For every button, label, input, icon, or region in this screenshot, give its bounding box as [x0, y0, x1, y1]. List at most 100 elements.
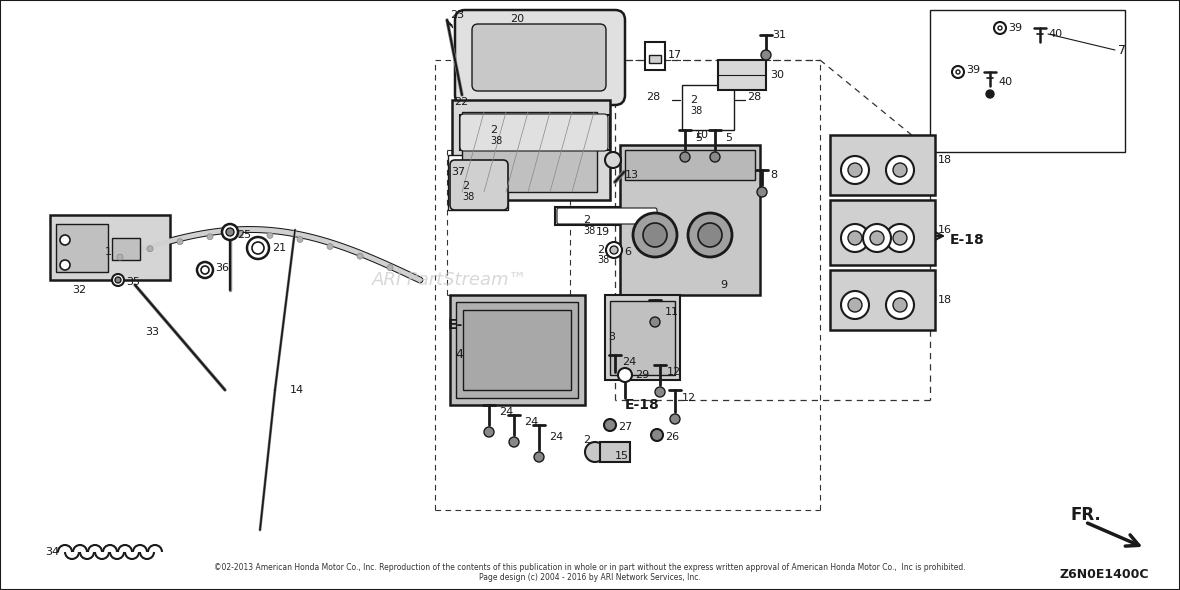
Text: 2: 2	[583, 435, 590, 445]
Circle shape	[651, 429, 663, 441]
Bar	[830, 135, 935, 195]
Bar	[448, 155, 509, 210]
Text: 24: 24	[524, 417, 538, 427]
Text: 5: 5	[695, 133, 702, 143]
Text: Page design (c) 2004 - 2016 by ARI Network Services, Inc.: Page design (c) 2004 - 2016 by ARI Netwo…	[479, 573, 701, 582]
Circle shape	[994, 22, 1007, 34]
Text: 37: 37	[451, 167, 465, 177]
Text: 24: 24	[622, 357, 636, 367]
Text: 30: 30	[771, 70, 784, 80]
Circle shape	[632, 213, 677, 257]
Circle shape	[998, 26, 1002, 30]
Circle shape	[114, 277, 122, 283]
Circle shape	[206, 234, 214, 240]
Text: 7: 7	[1117, 44, 1126, 57]
Text: 35: 35	[126, 277, 140, 287]
Text: 38: 38	[490, 136, 503, 146]
Circle shape	[607, 242, 622, 258]
Text: 23: 23	[450, 10, 464, 20]
Circle shape	[688, 213, 732, 257]
Circle shape	[618, 368, 632, 382]
Circle shape	[863, 224, 891, 252]
Circle shape	[227, 228, 234, 236]
Circle shape	[893, 231, 907, 245]
Circle shape	[848, 163, 863, 177]
Text: 34: 34	[45, 547, 59, 557]
Text: 2: 2	[583, 215, 590, 225]
Text: ©02-2013 American Honda Motor Co., Inc. Reproduction of the contents of this pub: ©02-2013 American Honda Motor Co., Inc. …	[215, 563, 965, 572]
Text: 39: 39	[1008, 23, 1022, 33]
Bar	[455, 302, 578, 398]
Text: 12: 12	[667, 367, 681, 377]
Text: 18: 18	[938, 155, 952, 165]
Text: 2: 2	[597, 245, 604, 255]
Bar	[930, 10, 1125, 152]
Text: 31: 31	[772, 30, 786, 40]
Circle shape	[253, 242, 264, 254]
FancyBboxPatch shape	[472, 24, 607, 91]
Circle shape	[893, 298, 907, 312]
Circle shape	[484, 427, 494, 437]
Bar	[452, 100, 610, 200]
Circle shape	[60, 235, 70, 245]
Circle shape	[117, 254, 123, 260]
Text: 39: 39	[966, 65, 981, 75]
Circle shape	[643, 223, 667, 247]
Circle shape	[267, 232, 273, 238]
Bar	[460, 115, 610, 150]
Circle shape	[886, 291, 914, 319]
Text: 26: 26	[666, 432, 680, 442]
FancyBboxPatch shape	[557, 208, 657, 224]
Text: 38: 38	[597, 255, 609, 265]
Bar	[620, 145, 760, 295]
Circle shape	[870, 231, 884, 245]
Text: 10: 10	[695, 130, 709, 140]
Circle shape	[952, 66, 964, 78]
Circle shape	[605, 152, 621, 168]
Text: E-18: E-18	[950, 233, 985, 247]
Text: 1: 1	[105, 247, 112, 257]
Circle shape	[848, 231, 863, 245]
Circle shape	[710, 152, 720, 162]
Circle shape	[201, 266, 209, 274]
Bar	[645, 42, 666, 70]
Bar	[463, 310, 571, 390]
Circle shape	[655, 387, 666, 397]
Circle shape	[986, 90, 994, 98]
Circle shape	[761, 50, 771, 60]
Bar	[625, 150, 755, 180]
Bar	[450, 295, 585, 405]
Circle shape	[197, 262, 214, 278]
Bar	[50, 215, 170, 280]
Text: 28: 28	[747, 92, 761, 102]
Circle shape	[893, 163, 907, 177]
Circle shape	[841, 156, 868, 184]
Text: 9: 9	[720, 280, 727, 290]
Text: 25: 25	[237, 230, 251, 240]
FancyBboxPatch shape	[455, 10, 625, 105]
Text: 33: 33	[145, 327, 159, 337]
Bar	[463, 112, 597, 192]
Bar	[649, 55, 661, 63]
Circle shape	[358, 253, 363, 259]
Text: 32: 32	[72, 285, 86, 295]
Circle shape	[848, 298, 863, 312]
Text: 8: 8	[771, 170, 778, 180]
Text: 2: 2	[490, 125, 497, 135]
Circle shape	[585, 442, 605, 462]
Circle shape	[956, 70, 961, 74]
Text: 11: 11	[666, 307, 678, 317]
Circle shape	[247, 237, 269, 259]
Circle shape	[327, 244, 333, 250]
FancyBboxPatch shape	[450, 160, 509, 210]
Text: 14: 14	[290, 385, 304, 395]
Bar	[599, 442, 630, 462]
FancyBboxPatch shape	[460, 114, 608, 151]
Text: 36: 36	[215, 263, 229, 273]
Text: 22: 22	[454, 97, 468, 107]
Text: 20: 20	[510, 14, 524, 24]
Circle shape	[535, 452, 544, 462]
Circle shape	[112, 274, 124, 286]
Text: 15: 15	[615, 451, 629, 461]
Circle shape	[841, 291, 868, 319]
